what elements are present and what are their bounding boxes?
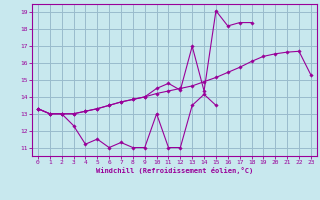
X-axis label: Windchill (Refroidissement éolien,°C): Windchill (Refroidissement éolien,°C)	[96, 167, 253, 174]
